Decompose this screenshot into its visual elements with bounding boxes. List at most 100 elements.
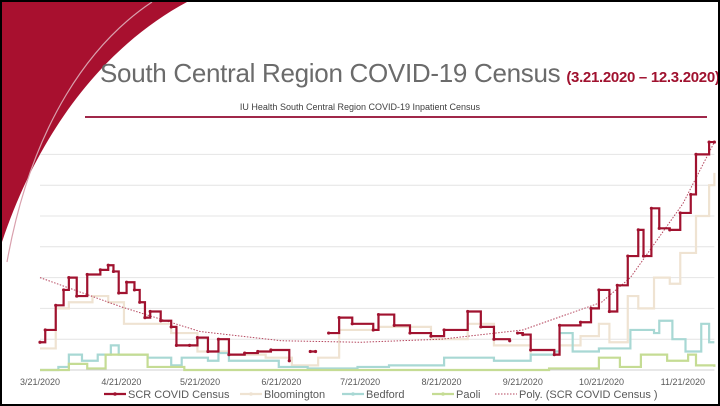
legend-label: SCR COVID Census: [128, 389, 230, 401]
data-point: [607, 309, 612, 314]
data-point: [62, 288, 66, 292]
decorative-swoosh: [2, 2, 187, 263]
data-point: [371, 328, 375, 332]
x-tick-label: 10/21/2020: [579, 377, 624, 387]
data-point: [143, 316, 147, 320]
series-line: [39, 141, 715, 343]
x-tick-label: 7/21/2020: [340, 377, 380, 387]
series-paoli: [40, 353, 716, 372]
legend-label: Bloomington: [264, 389, 325, 401]
legend-label: Paoli: [456, 389, 480, 401]
data-point: [38, 340, 42, 344]
data-point: [712, 140, 716, 144]
data-point: [75, 294, 79, 298]
data-point: [206, 349, 210, 354]
data-point: [169, 325, 173, 329]
data-point: [243, 351, 247, 355]
data-point: [552, 353, 556, 357]
series-poly-scr-covid-census: [39, 141, 715, 343]
legend-label: Bedford: [366, 389, 405, 401]
data-point: [43, 328, 47, 332]
series-line: [40, 353, 716, 372]
x-tick-label: 11/21/2020: [661, 377, 705, 387]
legend-marker: [441, 392, 445, 396]
data-point: [408, 331, 412, 335]
data-point: [529, 348, 533, 352]
legend-item: Paoli: [432, 389, 480, 401]
data-point: [308, 349, 312, 354]
data-point: [521, 332, 525, 337]
data-point: [124, 280, 129, 284]
title-underline: [85, 116, 707, 118]
data-point: [106, 263, 110, 267]
series-line: [40, 264, 291, 361]
data-point: [429, 334, 433, 338]
data-point: [159, 319, 163, 323]
data-point: [313, 349, 318, 354]
data-point: [557, 323, 562, 327]
data-point: [615, 283, 619, 287]
data-point: [466, 309, 470, 314]
x-tick-label: 4/21/2020: [101, 377, 141, 387]
legend-marker: [113, 392, 117, 396]
data-point: [195, 336, 200, 340]
slide-title: South Central Region COVID-19 Census (3.2…: [100, 58, 718, 89]
data-point: [649, 206, 653, 210]
data-point: [327, 331, 331, 335]
data-point: [707, 140, 711, 144]
data-point: [67, 276, 71, 280]
x-axis-ticks: 3/21/2020 4/21/2020 5/21/2020 6/21/2020 7/21…: [20, 377, 705, 387]
legend-marker: [351, 392, 355, 396]
data-point: [138, 300, 142, 304]
data-point: [216, 337, 221, 341]
data-point: [689, 192, 693, 197]
data-point: [85, 272, 89, 277]
series-bloomington: [40, 172, 716, 367]
x-tick-label: 9/21/2020: [503, 377, 543, 387]
legend-marker: [249, 392, 253, 396]
series-line: [517, 140, 715, 356]
data-point: [350, 322, 354, 326]
data-point: [187, 343, 192, 347]
data-point: [174, 343, 179, 347]
series-scr-covid-census: [38, 140, 716, 363]
data-point: [148, 309, 152, 314]
x-tick-label: 6/21/2020: [261, 377, 301, 387]
series-line: [40, 172, 716, 367]
data-point: [269, 348, 273, 352]
legend-item: Poly. (SCR COVID Census ): [495, 389, 658, 401]
series-lines: [38, 140, 716, 372]
data-point: [492, 337, 496, 341]
data-point: [98, 268, 102, 272]
legend-label: Poly. (SCR COVID Census ): [519, 389, 658, 401]
data-point: [508, 339, 512, 343]
data-point: [111, 269, 116, 274]
data-point: [578, 320, 583, 324]
legend-item: Bedford: [342, 389, 405, 401]
data-point: [117, 291, 121, 295]
data-point: [657, 226, 661, 230]
data-point: [636, 228, 640, 232]
data-point: [256, 349, 260, 354]
data-point: [54, 303, 58, 307]
data-point: [337, 316, 341, 320]
x-tick-label: 8/21/2020: [421, 377, 461, 387]
data-point: [694, 152, 698, 156]
data-point: [626, 254, 630, 258]
data-point: [678, 211, 682, 215]
data-point: [392, 323, 396, 327]
title-dates: (3.21.2020 – 12.3.2020): [566, 69, 718, 86]
data-point: [641, 254, 646, 258]
data-point: [479, 325, 483, 329]
data-point: [227, 353, 231, 357]
data-point: [589, 306, 593, 310]
data-point: [597, 288, 601, 292]
gridlines: [40, 153, 715, 371]
legend: SCR COVID Census Bloomington Bedford Paoli P…: [104, 389, 658, 401]
data-point: [132, 288, 137, 292]
data-point: [515, 331, 520, 335]
title-text: South Central Region COVID-19 Census: [100, 58, 561, 88]
series-line: [40, 319, 715, 372]
data-point: [668, 228, 672, 232]
